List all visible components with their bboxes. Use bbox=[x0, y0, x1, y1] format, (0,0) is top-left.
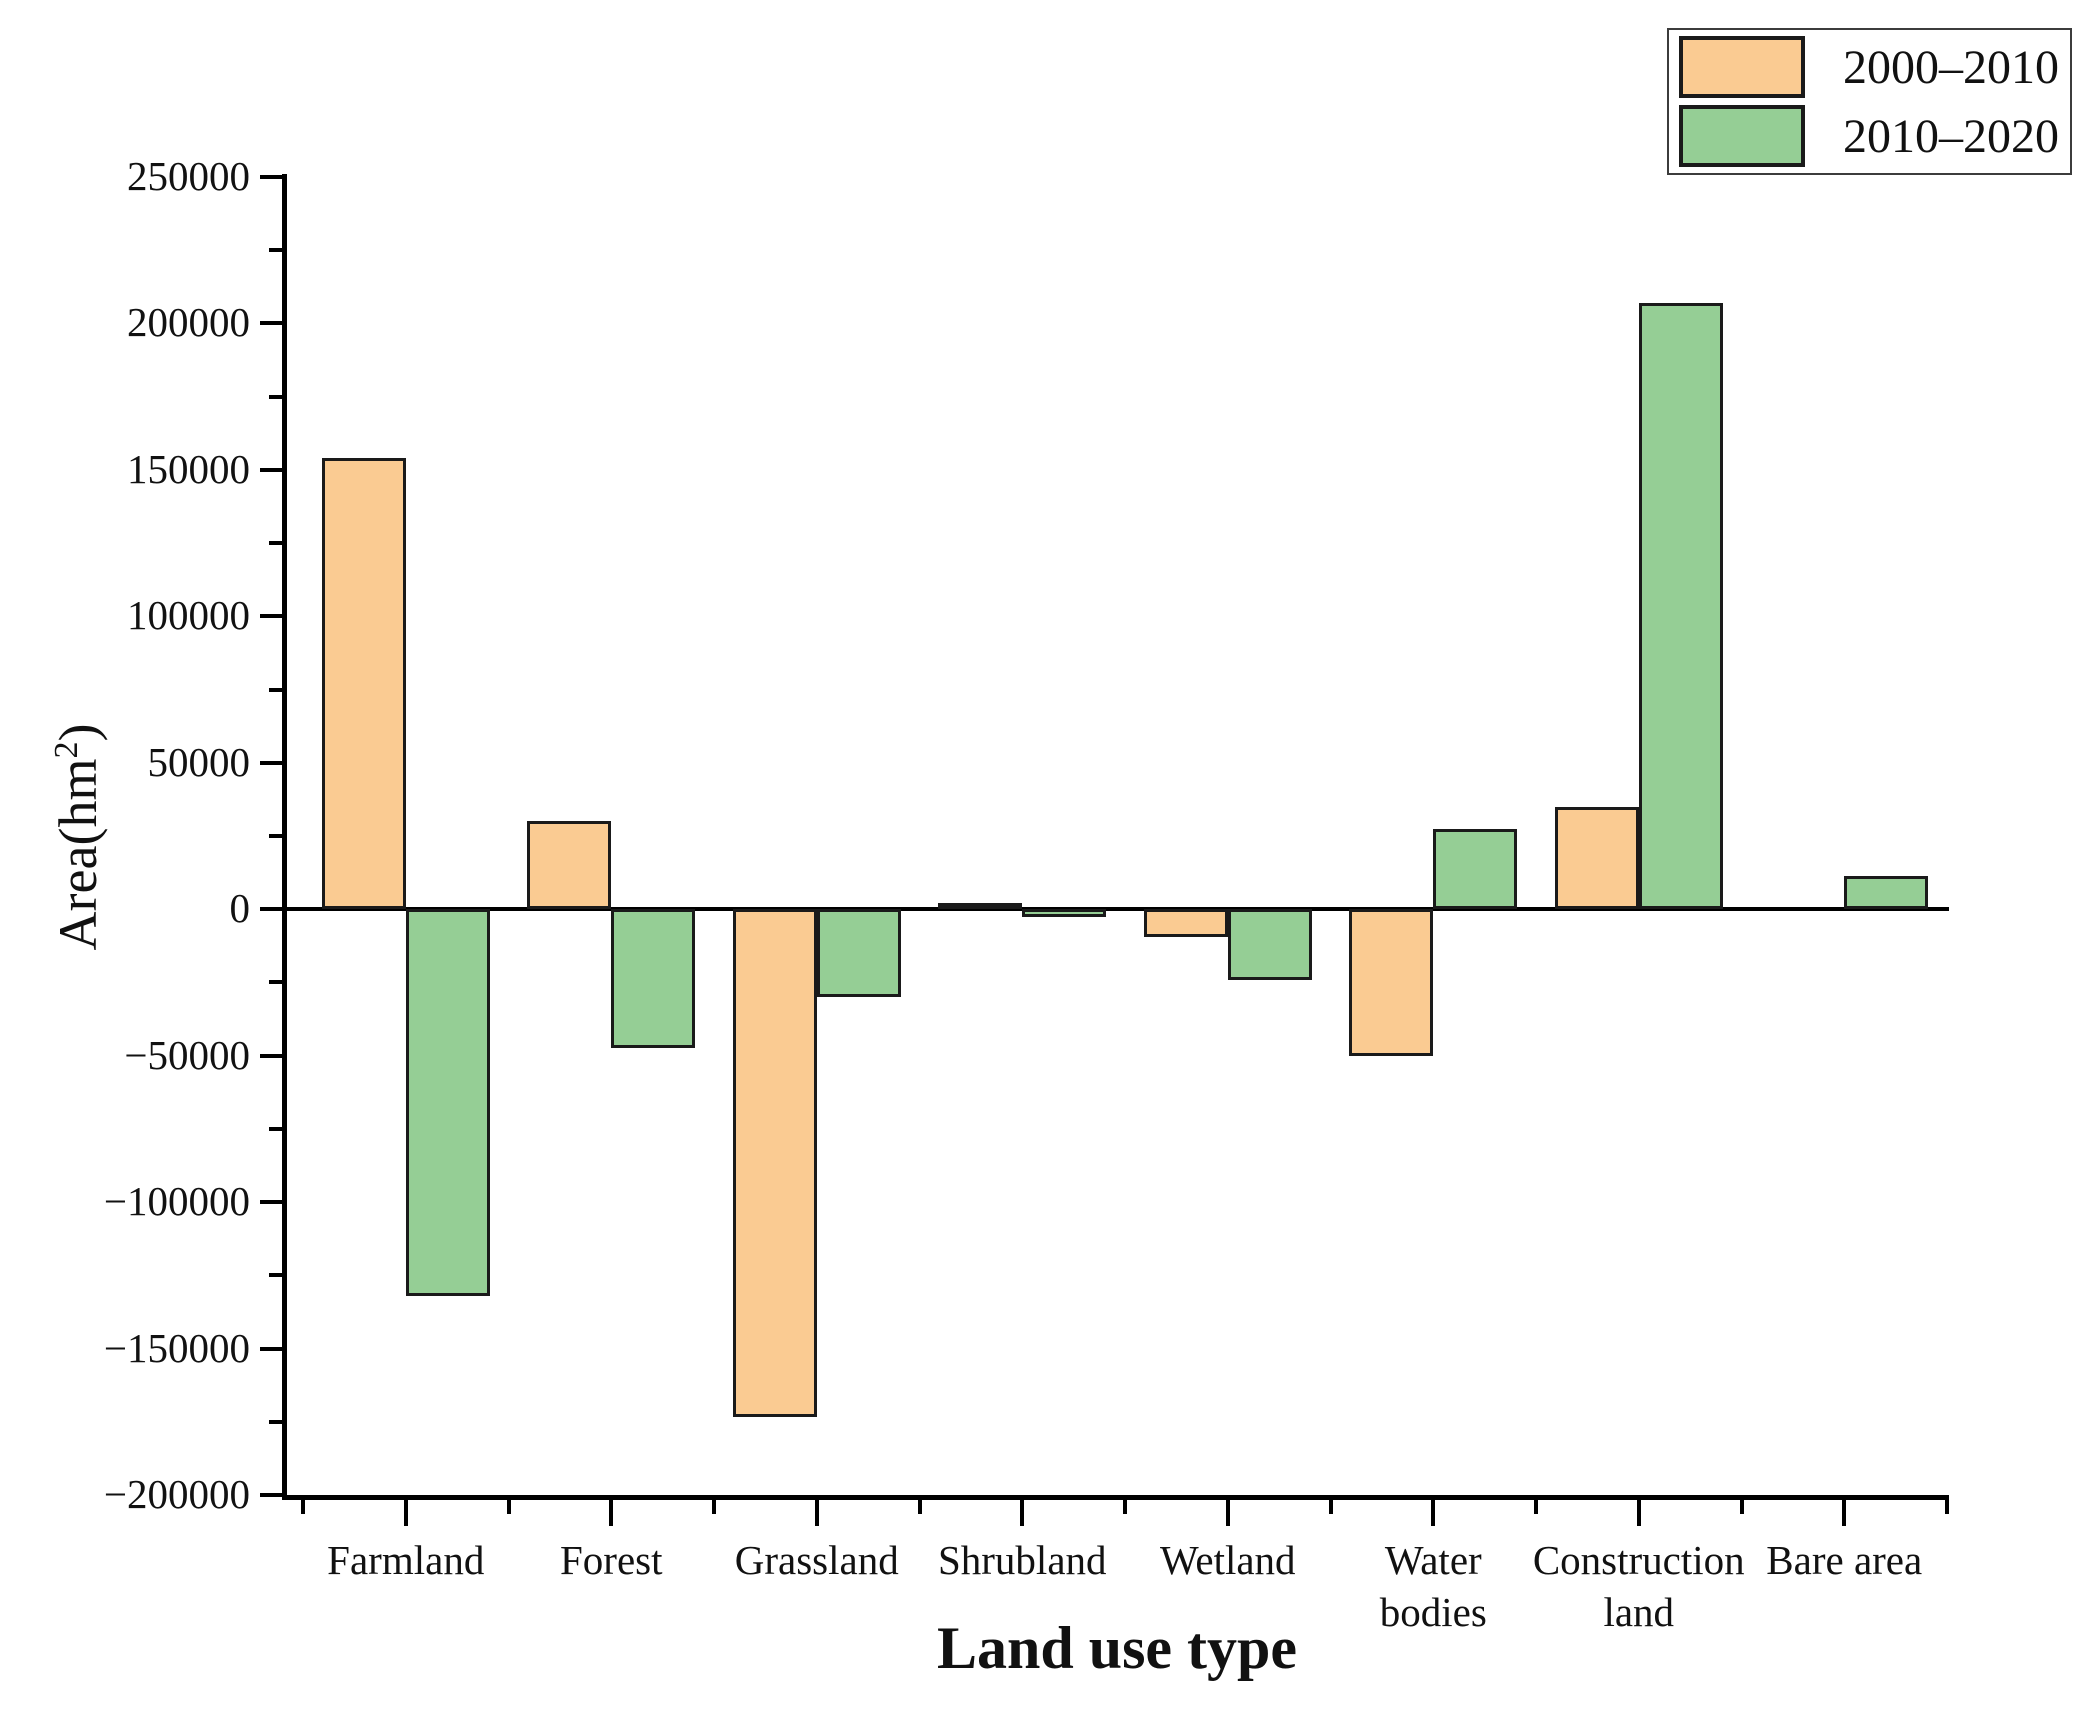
y-axis-major-tick bbox=[260, 175, 282, 179]
y-axis-major-tick bbox=[260, 1346, 282, 1351]
y-axis-tick-label: −100000 bbox=[103, 1178, 250, 1225]
y-axis-major-tick bbox=[260, 321, 282, 326]
y-axis-major-tick bbox=[260, 1200, 282, 1205]
x-axis-major-tick bbox=[1225, 1500, 1230, 1526]
bar-2000-2010-grassland bbox=[732, 909, 817, 1418]
bar-2000-2010-farmland bbox=[321, 458, 406, 910]
y-axis-minor-tick bbox=[269, 248, 282, 253]
bar-2010-2020-wetland bbox=[1227, 909, 1312, 980]
x-axis-category-label-wetland: Wetland bbox=[1159, 1537, 1296, 1583]
y-axis-tick-label: 50000 bbox=[147, 738, 251, 785]
bar-2010-2020-grassland bbox=[816, 909, 901, 998]
y-axis-major-tick bbox=[260, 614, 282, 619]
x-axis-category-label-grassland: Grassland bbox=[734, 1537, 899, 1583]
y-axis-title: Area(hm2) bbox=[48, 723, 108, 951]
legend-swatch-2010-2020 bbox=[1679, 105, 1805, 167]
y-axis-minor-tick bbox=[269, 541, 282, 546]
y-axis-major-tick bbox=[260, 907, 282, 912]
bar-2000-2010-shrubland bbox=[938, 903, 1023, 910]
y-axis-major-tick bbox=[260, 760, 282, 765]
x-axis-category-label-farmland: Farmland bbox=[327, 1537, 485, 1583]
legend: 2000–2010 2010–2020 bbox=[1667, 28, 2072, 175]
legend-label: 2000–2010 bbox=[1843, 40, 2059, 94]
y-axis-minor-tick bbox=[269, 1126, 282, 1131]
x-axis-major-tick bbox=[403, 1500, 408, 1526]
bar-2000-2010-construction-land bbox=[1554, 806, 1639, 910]
y-axis-tick-label: 150000 bbox=[127, 445, 250, 492]
legend-item: 2000–2010 bbox=[1679, 35, 2070, 99]
x-axis-minor-tick bbox=[1534, 1500, 1538, 1514]
y-axis-minor-tick bbox=[269, 980, 282, 985]
y-axis-tick-label: −150000 bbox=[103, 1324, 250, 1371]
y-axis-spine bbox=[282, 174, 287, 1500]
bar-2010-2020-water-bodies bbox=[1433, 828, 1518, 910]
y-axis-tick-label: −50000 bbox=[124, 1031, 250, 1078]
x-axis-minor-tick bbox=[1739, 1500, 1744, 1514]
bar-2010-2020-shrubland bbox=[1022, 909, 1107, 917]
x-axis-minor-tick bbox=[1328, 1500, 1333, 1514]
y-axis-tick-label: 200000 bbox=[127, 299, 250, 346]
y-axis-minor-tick bbox=[269, 1419, 282, 1424]
x-axis-category-label-construction-land: Construction land bbox=[1532, 1537, 1745, 1635]
bar-2000-2010-wetland bbox=[1143, 909, 1228, 938]
x-axis-minor-tick bbox=[1945, 1500, 1949, 1514]
y-axis-minor-tick bbox=[269, 834, 282, 838]
y-axis-tick-label: −200000 bbox=[103, 1471, 250, 1517]
x-axis-major-tick bbox=[1636, 1500, 1641, 1526]
x-axis-minor-tick bbox=[712, 1500, 716, 1514]
x-axis-major-tick bbox=[1020, 1500, 1025, 1526]
x-axis-category-label-water-bodies: Water bodies bbox=[1379, 1537, 1487, 1635]
x-axis-title: Land use type bbox=[936, 1615, 1298, 1681]
y-axis-major-tick bbox=[260, 467, 282, 472]
x-axis-minor-tick bbox=[1123, 1500, 1127, 1514]
y-axis-minor-tick bbox=[269, 394, 282, 399]
x-axis-category-label-shrubland: Shrubland bbox=[937, 1537, 1107, 1583]
zero-line bbox=[287, 907, 1949, 912]
x-axis-major-tick bbox=[1842, 1500, 1847, 1526]
x-axis-category-label-forest: Forest bbox=[560, 1537, 663, 1583]
bar-2000-2010-forest bbox=[527, 821, 612, 910]
x-axis-minor-tick bbox=[301, 1500, 305, 1514]
bar-2000-2010-water-bodies bbox=[1349, 909, 1434, 1056]
y-axis-tick-label: 250000 bbox=[127, 153, 250, 199]
bar-2010-2020-forest bbox=[611, 909, 696, 1049]
bar-2010-2020-farmland bbox=[405, 909, 490, 1296]
y-axis-major-tick bbox=[260, 1493, 282, 1497]
x-axis-minor-tick bbox=[917, 1500, 922, 1514]
x-axis-minor-tick bbox=[506, 1500, 511, 1514]
y-axis-major-tick bbox=[260, 1053, 282, 1058]
bar-2010-2020-construction-land bbox=[1638, 302, 1723, 910]
y-axis-minor-tick bbox=[269, 687, 282, 692]
legend-item: 2010–2020 bbox=[1679, 104, 2070, 168]
legend-swatch-2000-2010 bbox=[1679, 36, 1805, 98]
y-axis-tick-label: 100000 bbox=[127, 592, 250, 639]
y-axis-tick-label: 0 bbox=[229, 885, 251, 932]
legend-label: 2010–2020 bbox=[1843, 109, 2059, 163]
x-axis-category-label-bare-area: Bare area bbox=[1766, 1537, 1923, 1583]
x-axis-major-tick bbox=[609, 1500, 614, 1526]
bar-2010-2020-bare-area bbox=[1844, 875, 1929, 910]
x-axis-spine bbox=[282, 1495, 1949, 1500]
y-axis-minor-tick bbox=[269, 1273, 282, 1278]
x-axis-major-tick bbox=[814, 1500, 819, 1526]
x-axis-major-tick bbox=[1431, 1500, 1436, 1526]
